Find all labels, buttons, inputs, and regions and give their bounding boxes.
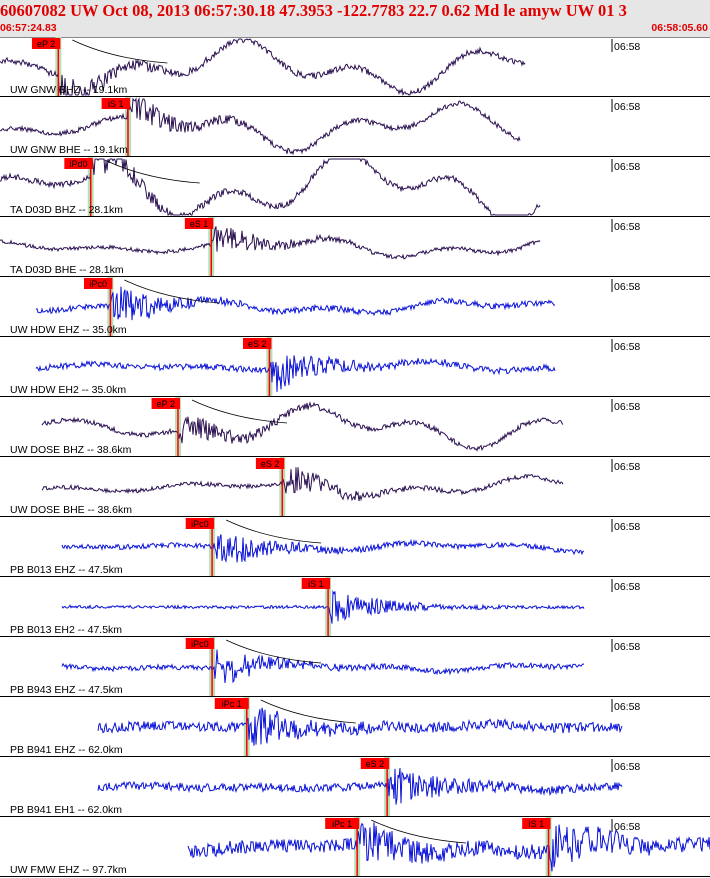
pick-label-box[interactable] bbox=[31, 38, 61, 49]
time-tick-label: 06:58 bbox=[614, 701, 640, 713]
pick-label-box[interactable] bbox=[325, 818, 360, 829]
trace-panel: eS 2 06:58 UW HDW EH2 -- 35.0km bbox=[0, 337, 710, 397]
time-tick-label: 06:58 bbox=[614, 821, 640, 833]
window-start-time: 06:57:24.83 bbox=[0, 22, 57, 34]
trace-label: UW HDW EH2 -- 35.0km bbox=[10, 384, 126, 396]
pick-label-box[interactable] bbox=[64, 158, 93, 169]
pick-label-box[interactable] bbox=[214, 698, 249, 709]
time-tick-label: 06:58 bbox=[614, 281, 640, 293]
pick-label[interactable]: iPc0 bbox=[89, 279, 107, 289]
pick-label[interactable]: iPc 1 bbox=[332, 819, 352, 829]
pick-label[interactable]: iPc0 bbox=[191, 519, 209, 529]
waveform-line bbox=[0, 226, 541, 260]
waveform-line bbox=[0, 38, 526, 97]
waveform-line bbox=[0, 97, 521, 156]
time-tick-label: 06:58 bbox=[614, 401, 640, 413]
pick-label[interactable]: eP 2 bbox=[157, 399, 175, 409]
trace-label: PB B941 EH1 -- 62.0km bbox=[10, 804, 122, 816]
trace-panel: eS 2 06:58 PB B941 EH1 -- 62.0km bbox=[0, 757, 710, 817]
event-header: 60607082 UW Oct 08, 2013 06:57:30.18 47.… bbox=[0, 0, 710, 38]
window-end-time: 06:58:05.60 bbox=[651, 22, 708, 34]
pick-label-box[interactable] bbox=[84, 278, 113, 289]
trace-label: PB B013 EH2 -- 47.5km bbox=[10, 624, 122, 636]
time-tick-label: 06:58 bbox=[614, 41, 640, 53]
trace-label: PB B943 EHZ -- 47.5km bbox=[10, 684, 123, 696]
pick-label-box[interactable] bbox=[185, 638, 215, 649]
trace-label: UW FMW EHZ -- 97.7km bbox=[10, 864, 127, 876]
time-tick-label: 06:58 bbox=[614, 101, 640, 113]
pick-label-box[interactable] bbox=[151, 398, 180, 409]
travel-time-curve bbox=[104, 159, 200, 184]
travel-time-curve bbox=[260, 699, 356, 724]
waveform-line bbox=[35, 286, 556, 321]
trace-panel: iPc0 06:58 UW HDW EHZ -- 35.0km bbox=[0, 277, 710, 337]
time-tick-label: 06:58 bbox=[614, 581, 640, 593]
trace-label: UW GNW BHZ -- 19.1km bbox=[10, 84, 128, 96]
pick-label[interactable]: iPc 1 bbox=[222, 699, 242, 709]
time-tick-label: 06:58 bbox=[614, 161, 640, 173]
trace-panel: iPc0 06:58 PB B943 EHZ -- 47.5km bbox=[0, 637, 710, 697]
event-title: 60607082 UW Oct 08, 2013 06:57:30.18 47.… bbox=[0, 1, 627, 20]
waveform-line bbox=[187, 822, 710, 872]
trace-panel: iPc0 06:58 PB B013 EHZ -- 47.5km bbox=[0, 517, 710, 577]
pick-label[interactable]: eP 2 bbox=[37, 39, 55, 49]
pick-label[interactable]: eS 2 bbox=[261, 459, 280, 469]
waveform-line bbox=[61, 589, 585, 624]
pick-label[interactable]: eS 1 bbox=[190, 219, 209, 229]
pick-label-box[interactable] bbox=[360, 758, 390, 769]
pick-label-box[interactable] bbox=[243, 338, 272, 349]
trace-panel: eP 2 06:58 UW DOSE BHZ -- 38.6km bbox=[0, 397, 710, 457]
waveform-line bbox=[61, 534, 585, 563]
trace-label: UW DOSE BHE -- 38.6km bbox=[10, 504, 132, 516]
pick-label-box[interactable] bbox=[255, 458, 285, 469]
time-tick-label: 06:58 bbox=[614, 341, 640, 353]
pick-label[interactable]: eS 2 bbox=[366, 759, 385, 769]
waveform-line bbox=[41, 467, 564, 502]
time-tick-label: 06:58 bbox=[614, 641, 640, 653]
trace-label: UW HDW EHZ -- 35.0km bbox=[10, 324, 127, 336]
pick-label-box[interactable] bbox=[185, 518, 215, 529]
pick-label-box[interactable] bbox=[101, 98, 130, 109]
travel-time-curve bbox=[124, 279, 220, 304]
waveform-line bbox=[97, 767, 623, 805]
travel-time-curve bbox=[371, 819, 467, 844]
pick-label[interactable]: iPc0 bbox=[191, 639, 209, 649]
pick-label-box[interactable] bbox=[522, 818, 551, 829]
travel-time-curve bbox=[225, 639, 322, 664]
pick-label[interactable]: iS 1 bbox=[108, 99, 124, 109]
waveform-line bbox=[41, 401, 564, 452]
trace-label: UW GNW BHE -- 19.1km bbox=[10, 144, 128, 156]
trace-label: PB B941 EHZ -- 62.0km bbox=[10, 744, 123, 756]
trace-panel: iS 1 06:58 UW GNW BHE -- 19.1km bbox=[0, 97, 710, 157]
waveform-line bbox=[35, 355, 556, 392]
trace-panel: iPd0 06:58 TA D03D BHZ -- 28.1km bbox=[0, 157, 710, 217]
pick-label-box[interactable] bbox=[184, 218, 214, 229]
pick-label[interactable]: eS 2 bbox=[248, 339, 267, 349]
time-tick-label: 06:58 bbox=[614, 221, 640, 233]
travel-time-curve bbox=[225, 519, 322, 544]
pick-label-box[interactable] bbox=[301, 578, 331, 589]
time-tick-label: 06:58 bbox=[614, 761, 640, 773]
pick-label[interactable]: iS 1 bbox=[308, 579, 324, 589]
time-tick-label: 06:58 bbox=[614, 521, 640, 533]
travel-time-curve bbox=[72, 39, 168, 64]
trace-panel: iS 1 06:58 PB B013 EH2 -- 47.5km bbox=[0, 577, 710, 637]
travel-time-curve bbox=[191, 399, 288, 424]
trace-panel: iPc 1 06:58 PB B941 EHZ -- 62.0km bbox=[0, 697, 710, 757]
trace-label: TA D03D BHE -- 28.1km bbox=[10, 264, 124, 276]
waveform-line bbox=[97, 707, 623, 746]
trace-panel: eS 1 06:58 TA D03D BHE -- 28.1km bbox=[0, 217, 710, 277]
time-tick-label: 06:58 bbox=[614, 461, 640, 473]
pick-label[interactable]: iPd0 bbox=[70, 159, 88, 169]
trace-panel: iPc 1 iS 1 06:58 UW FMW EHZ -- 97.7km bbox=[0, 817, 710, 877]
trace-label: UW DOSE BHZ -- 38.6km bbox=[10, 444, 132, 456]
waveform-line bbox=[61, 649, 585, 684]
trace-label: PB B013 EHZ -- 47.5km bbox=[10, 564, 123, 576]
trace-panel: eS 2 06:58 UW DOSE BHE -- 38.6km bbox=[0, 457, 710, 517]
trace-panel: eP 2 06:58 UW GNW BHZ -- 19.1km bbox=[0, 37, 710, 97]
pick-label[interactable]: iS 1 bbox=[529, 819, 545, 829]
trace-label: TA D03D BHZ -- 28.1km bbox=[10, 204, 123, 216]
